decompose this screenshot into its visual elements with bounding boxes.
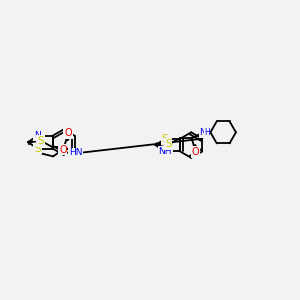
Text: N: N [34, 131, 41, 140]
Text: O: O [59, 145, 67, 154]
Text: NH: NH [158, 147, 172, 156]
Text: O: O [64, 128, 72, 138]
Text: N: N [199, 128, 206, 137]
Text: S: S [34, 143, 41, 154]
Text: S: S [37, 136, 44, 146]
Text: O: O [192, 147, 200, 157]
Text: S: S [162, 134, 169, 144]
Text: H: H [205, 128, 210, 137]
Text: S: S [165, 139, 172, 149]
Text: HN: HN [69, 148, 83, 158]
Text: H: H [200, 128, 207, 137]
